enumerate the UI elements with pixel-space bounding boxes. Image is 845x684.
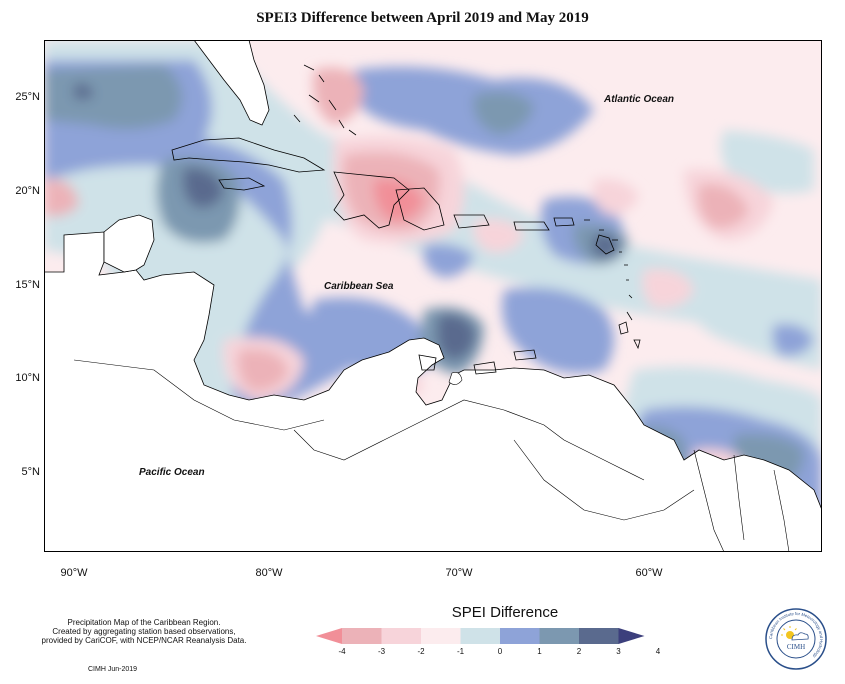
credit-text: Precipitation Map of the Caribbean Regio… xyxy=(14,618,274,645)
legend-tick-label: -1 xyxy=(456,647,465,656)
legend-tick-label: 3 xyxy=(616,647,621,656)
label-caribbean-sea: Caribbean Sea xyxy=(324,281,394,292)
legend-tick-label: 1 xyxy=(537,647,542,656)
legend-tick-label: -2 xyxy=(417,647,425,656)
label-atlantic-ocean: Atlantic Ocean xyxy=(604,94,675,105)
map-panel: Atlantic Ocean Caribbean Sea Pacific Oce… xyxy=(44,40,822,552)
legend-swatch xyxy=(381,628,421,644)
lon-tick-60w: 60°W xyxy=(635,567,663,579)
legend-swatch xyxy=(342,628,382,644)
legend-title: SPEI Difference xyxy=(451,604,559,621)
map-frame xyxy=(44,40,822,552)
legend-swatch xyxy=(421,628,461,644)
legend-tick-label: 4 xyxy=(655,647,661,656)
lon-tick-80w: 80°W xyxy=(255,567,283,579)
legend-swatch xyxy=(539,628,579,644)
legend-colorbar xyxy=(316,628,645,644)
lat-tick-25n: 25°N xyxy=(15,91,40,103)
lat-tick-10n: 10°N xyxy=(15,372,40,384)
legend-swatch xyxy=(579,628,619,644)
legend-tick-label: -4 xyxy=(338,647,346,656)
credit-date: CIMH Jun-2019 xyxy=(88,666,138,673)
legend-tick-label: -3 xyxy=(377,647,386,656)
label-pacific-ocean: Pacific Ocean xyxy=(139,467,205,478)
lon-tick-70w: 70°W xyxy=(445,567,473,579)
legend-swatch xyxy=(618,628,645,644)
legend-tick-label: 0 xyxy=(497,647,503,656)
map-title: SPEI3 Difference between April 2019 and … xyxy=(256,10,589,26)
credit-line-2: Created by aggregating station based obs… xyxy=(52,627,236,636)
lake-maracaibo xyxy=(448,372,463,385)
credit-line-1: Precipitation Map of the Caribbean Regio… xyxy=(67,618,221,627)
legend-swatch xyxy=(500,628,540,644)
lat-tick-20n: 20°N xyxy=(15,185,40,197)
lat-tick-5n: 5°N xyxy=(21,466,40,478)
legend-swatch xyxy=(460,628,500,644)
cimh-logo: Caribbean Institute for Meteorology and … xyxy=(765,608,827,670)
lon-tick-90w: 90°W xyxy=(60,567,88,579)
spei-map xyxy=(44,40,822,552)
legend-swatch xyxy=(316,628,342,644)
logo-text: CIMH xyxy=(787,643,805,651)
lat-tick-15n: 15°N xyxy=(15,279,40,291)
credit-line-3: provided by CariCOF, with NCEP/NCAR Rean… xyxy=(41,636,247,645)
islands xyxy=(73,64,790,552)
legend-tick-label: 2 xyxy=(576,647,582,656)
